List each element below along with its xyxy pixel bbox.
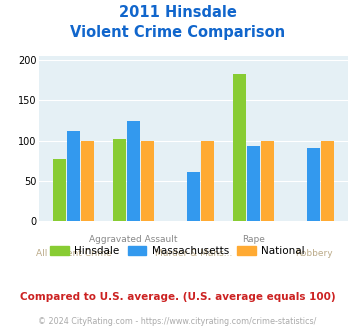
Bar (321, 141, 334, 221)
Bar (127, 121, 140, 221)
Text: Robbery: Robbery (295, 249, 332, 258)
Bar (233, 74, 246, 221)
Text: Murder & Mans...: Murder & Mans... (155, 249, 232, 258)
Text: 2011 Hinsdale: 2011 Hinsdale (119, 5, 236, 20)
Bar (201, 141, 214, 221)
Bar (113, 139, 126, 221)
Legend: Hinsdale, Massachusetts, National: Hinsdale, Massachusetts, National (46, 242, 309, 260)
Bar (247, 146, 260, 221)
Bar (261, 141, 274, 221)
Bar (307, 148, 320, 221)
Text: © 2024 CityRating.com - https://www.cityrating.com/crime-statistics/: © 2024 CityRating.com - https://www.city… (38, 317, 317, 326)
Bar (53, 159, 66, 221)
Bar (67, 131, 80, 221)
Text: Compared to U.S. average. (U.S. average equals 100): Compared to U.S. average. (U.S. average … (20, 292, 335, 302)
Bar (187, 172, 200, 221)
Bar (81, 141, 94, 221)
Text: Rape: Rape (242, 235, 265, 244)
Bar (141, 141, 154, 221)
Text: Aggravated Assault: Aggravated Assault (89, 235, 178, 244)
Text: Violent Crime Comparison: Violent Crime Comparison (70, 25, 285, 40)
Text: All Violent Crime: All Violent Crime (36, 249, 111, 258)
